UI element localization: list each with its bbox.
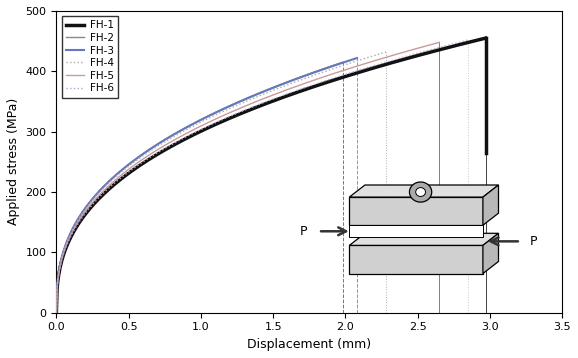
Legend: FH-1, FH-2, FH-3, FH-4, FH-5, FH-6: FH-1, FH-2, FH-3, FH-4, FH-5, FH-6	[61, 16, 118, 97]
Y-axis label: Applied stress (MPa): Applied stress (MPa)	[7, 98, 20, 226]
X-axis label: Displacement (mm): Displacement (mm)	[247, 338, 371, 351]
